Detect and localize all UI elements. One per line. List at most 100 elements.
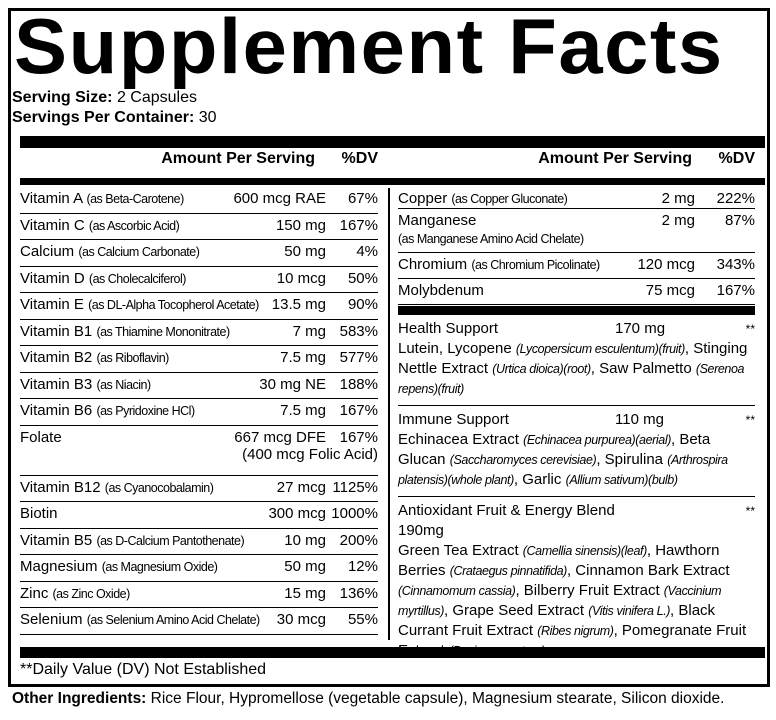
column-divider	[388, 188, 390, 640]
nutrient-name: Zinc (as Zinc Oxide)	[20, 585, 284, 602]
nutrient-name: Vitamin B6 (as Pyridoxine HCl)	[20, 402, 280, 419]
nutrient-label: Calcium	[20, 243, 75, 260]
nutrient-source: (as DL-Alpha Tocopherol Acetate)	[88, 298, 259, 312]
divider-thick	[398, 306, 755, 315]
blend-ingredients: Green Tea Extract (Camellia sinensis)(le…	[398, 541, 755, 661]
nutrient-source: (as Niacin)	[96, 377, 151, 392]
blend-name: Health Support	[398, 320, 499, 337]
blend-header: Health Support 170 mg **	[398, 319, 755, 339]
other-ingredients: Other Ingredients: Rice Flour, Hypromell…	[12, 690, 725, 707]
nutrient-name: Vitamin B3 (as Niacin)	[20, 376, 259, 393]
amount-value: 30 mg NE	[259, 375, 326, 393]
nutrient-amount: 7 mg	[293, 323, 326, 340]
percent-dv: 200%	[339, 531, 378, 549]
nutrient-row: Manganese (as Manganese Amino Acid Chelat…	[398, 209, 755, 253]
blend-name: Antioxidant Fruit & Energy Blend 190mg	[398, 502, 615, 539]
nutrient-source: (as Thiamine Mononitrate)	[96, 324, 230, 339]
amount-value: 7.5 mg	[280, 402, 326, 419]
nutrient-name: Biotin	[20, 505, 268, 522]
amount-value: 10 mg	[284, 531, 326, 549]
ingredient-source: (Vaccinium myrtillus)	[398, 584, 722, 618]
ingredient-name: , Garlic	[513, 471, 566, 488]
percent-dv: 577%	[339, 349, 378, 366]
nutrient-label: Vitamin B5	[20, 531, 93, 549]
nutrient-label: Manganese	[398, 212, 477, 229]
nutrient-source: (as Selenium Amino Acid Chelate)	[86, 613, 260, 627]
nutrient-label: Folate	[20, 428, 62, 446]
ingredient-source: (Allium sativum)(bulb)	[565, 473, 678, 487]
nutrient-row: Calcium (as Calcium Carbonate) 50 mg 4%	[20, 240, 378, 267]
nutrient-source: (as Calcium Carbonate)	[78, 245, 200, 259]
nutrient-row: Magnesium (as Magnesium Oxide) 50 mg 12%	[20, 555, 378, 582]
percent-dv: 136%	[339, 584, 378, 602]
nutrient-row: Copper (as Copper Gluconate) 2 mg 222%	[398, 187, 755, 209]
nutrient-label: Vitamin C	[20, 216, 85, 234]
ingredient-source: (Cinnamomum cassia)	[398, 584, 516, 598]
percent-dv: 1125%	[332, 478, 378, 496]
percent-dv: 583%	[339, 322, 378, 340]
nutrient-source: (as Manganese Amino Acid Chelate)	[398, 232, 584, 246]
nutrient-row: Folate 667 mcg DFE (400 mcg Folic Acid) 167…	[20, 426, 378, 476]
nutrient-amount: 10 mcg	[277, 270, 326, 287]
nutrient-list-right: Copper (as Copper Gluconate) 2 mg 222% Mang…	[398, 187, 755, 667]
blend-amount: 170 mg	[615, 320, 666, 337]
percent-dv: 167%	[339, 216, 378, 234]
ingredient-source: (Saccharomyces cerevisiae)	[449, 453, 597, 467]
nutrient-amount: 50 mg	[284, 558, 326, 575]
ingredient-name: , Beta Glucan	[398, 431, 711, 468]
nutrient-source: (as Magnesium Oxide)	[101, 560, 218, 574]
amount-value: 50 mg	[284, 243, 326, 260]
nutrient-source: (as Cholecalciferol)	[88, 271, 186, 286]
nutrient-list-left: Vitamin A (as Beta-Carotene) 600 mcg RAE 6…	[20, 187, 378, 635]
nutrient-label: Copper	[398, 190, 448, 207]
nutrient-source: (as Riboflavin)	[96, 351, 169, 365]
nutrient-name: Magnesium (as Magnesium Oxide)	[20, 558, 284, 575]
nutrient-label: Vitamin B2	[20, 349, 93, 366]
ingredient-name: , Spirulina	[596, 451, 668, 468]
nutrient-row: Molybdenum 75 mcg 167%	[398, 279, 755, 305]
nutrient-row: Vitamin E (as DL-Alpha Tocopherol Acetat…	[20, 293, 378, 320]
ingredient-name: , Stinging Nettle Extract	[398, 340, 748, 377]
nutrient-row: Vitamin B5 (as D-Calcium Pantothenate) 10…	[20, 529, 378, 555]
amount-value: 7 mg	[292, 322, 326, 340]
ingredient-source: (Urtica dioica)(root)	[492, 362, 591, 376]
percent-dv: 167%	[339, 428, 378, 446]
divider-thick	[20, 178, 765, 185]
nutrient-source: (as Ascorbic Acid)	[88, 218, 180, 233]
percent-dv: 90%	[347, 296, 378, 313]
ingredient-name: , Hawthorn Berries	[398, 542, 720, 579]
blend-section: Immune Support 110 mg ** Echinacea Extract …	[398, 406, 755, 497]
nutrient-amount: 120 mcg	[637, 256, 695, 273]
nutrient-name: Molybdenum	[398, 282, 646, 300]
amount-value: 667 mcg DFE	[234, 428, 326, 446]
nutrient-name: Vitamin C (as Ascorbic Acid)	[20, 217, 276, 234]
percent-dv: 67%	[347, 190, 378, 207]
nutrient-label: Vitamin B6	[20, 402, 93, 419]
nutrient-name: Vitamin B5 (as D-Calcium Pantothenate)	[20, 532, 284, 549]
nutrient-name: Chromium (as Chromium Picolinate)	[398, 256, 637, 274]
blend-name: Immune Support	[398, 411, 509, 428]
nutrient-amount: 75 mcg	[645, 282, 695, 299]
ingredient-source: (Camellia sinensis)(leaf)	[522, 544, 647, 558]
nutrient-name: Vitamin D (as Cholecalciferol)	[20, 270, 277, 287]
nutrient-name: Manganese (as Manganese Amino Acid Chelat…	[398, 212, 662, 248]
blend-dv: **	[745, 504, 755, 518]
nutrient-amount: 667 mcg DFE (400 mcg Folic Acid)	[234, 429, 378, 463]
nutrient-amount: 13.5 mg	[272, 296, 326, 313]
ingredient-name: Green Tea Extract	[398, 542, 523, 559]
nutrient-label: Zinc	[20, 584, 49, 602]
nutrient-name: Folate	[20, 429, 234, 446]
nutrient-source: (as Cyanocobalamin)	[104, 480, 214, 495]
blend-section: Health Support 170 mg ** Lutein, Lycopene (…	[398, 315, 755, 406]
amount-value: 30 mcg	[276, 611, 326, 628]
column-header-left: Amount Per Serving %DV	[161, 150, 378, 167]
nutrient-name: Vitamin A (as Beta-Carotene)	[20, 190, 233, 207]
divider-thick	[20, 647, 765, 658]
nutrient-name: Vitamin B1 (as Thiamine Mononitrate)	[20, 323, 293, 340]
percent-dv: 188%	[339, 375, 378, 393]
nutrient-amount: 10 mg	[284, 532, 326, 549]
percent-dv: 167%	[716, 282, 755, 299]
nutrient-label: Biotin	[20, 505, 58, 522]
percent-dv: 87%	[724, 212, 755, 229]
nutrient-amount: 300 mcg	[268, 505, 326, 522]
